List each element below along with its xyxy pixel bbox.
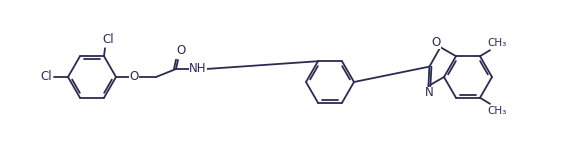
Text: O: O (129, 70, 138, 84)
Text: N: N (425, 87, 434, 99)
Text: NH: NH (189, 63, 207, 75)
Text: O: O (432, 36, 441, 49)
Text: CH₃: CH₃ (488, 106, 507, 116)
Text: O: O (176, 44, 186, 57)
Text: Cl: Cl (40, 70, 52, 84)
Text: Cl: Cl (102, 33, 114, 46)
Text: CH₃: CH₃ (488, 38, 507, 48)
